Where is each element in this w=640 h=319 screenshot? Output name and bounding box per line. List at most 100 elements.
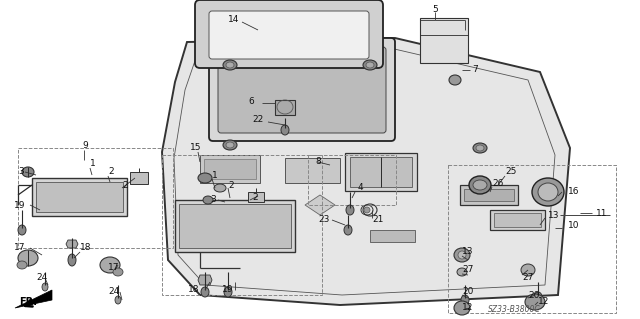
Text: 20: 20 [462, 287, 474, 296]
Ellipse shape [214, 184, 226, 192]
Text: 7: 7 [472, 65, 477, 75]
Text: 18: 18 [80, 243, 92, 253]
Bar [36, 182, 123, 212]
Text: 1: 1 [212, 170, 218, 180]
Polygon shape [275, 100, 295, 115]
Bar [200, 155, 260, 183]
Bar [420, 18, 468, 63]
Text: 26: 26 [492, 179, 504, 188]
Text: 2: 2 [252, 194, 258, 203]
Text: 24: 24 [36, 273, 47, 283]
FancyBboxPatch shape [209, 11, 369, 59]
Ellipse shape [458, 251, 466, 259]
Polygon shape [66, 240, 78, 248]
Bar [308, 155, 396, 205]
Ellipse shape [473, 180, 487, 190]
Ellipse shape [223, 60, 237, 70]
Ellipse shape [469, 176, 491, 194]
Bar [32, 178, 127, 216]
Polygon shape [15, 290, 52, 308]
Bar [248, 192, 264, 202]
Ellipse shape [473, 143, 487, 153]
Ellipse shape [532, 178, 564, 206]
Text: 11: 11 [596, 209, 607, 218]
Ellipse shape [18, 250, 38, 266]
Text: 13: 13 [462, 248, 474, 256]
Text: 17: 17 [108, 263, 120, 272]
Text: 12: 12 [462, 303, 474, 313]
Text: 18: 18 [188, 286, 200, 294]
Bar [179, 204, 291, 248]
Polygon shape [305, 195, 335, 215]
Text: SZ33-B3800C: SZ33-B3800C [488, 306, 541, 315]
Ellipse shape [363, 60, 377, 70]
Text: 22: 22 [252, 115, 263, 124]
Text: 3: 3 [210, 196, 216, 204]
Text: 12: 12 [538, 298, 549, 307]
Text: 27: 27 [522, 273, 533, 283]
Bar [370, 230, 415, 242]
Ellipse shape [224, 287, 232, 297]
Text: 20: 20 [528, 291, 540, 300]
Text: 27: 27 [462, 265, 474, 275]
Ellipse shape [42, 283, 48, 291]
Bar [204, 159, 256, 179]
Ellipse shape [17, 261, 27, 269]
Text: 13: 13 [548, 211, 559, 219]
Text: 2: 2 [122, 181, 127, 189]
Ellipse shape [521, 264, 535, 276]
Text: 15: 15 [190, 144, 202, 152]
FancyBboxPatch shape [218, 47, 386, 133]
Ellipse shape [525, 294, 545, 310]
Ellipse shape [534, 292, 542, 302]
Ellipse shape [454, 248, 470, 262]
Bar [285, 158, 340, 183]
Bar [460, 185, 518, 205]
Bar [18, 148, 173, 248]
Text: 19: 19 [222, 286, 234, 294]
Text: 19: 19 [14, 201, 26, 210]
Ellipse shape [113, 268, 123, 276]
Bar [130, 172, 148, 184]
Ellipse shape [226, 142, 234, 148]
Text: 10: 10 [568, 220, 579, 229]
Ellipse shape [366, 62, 374, 68]
Ellipse shape [68, 254, 76, 266]
Text: 14: 14 [228, 16, 239, 25]
Ellipse shape [346, 205, 354, 215]
Bar [448, 165, 616, 313]
Text: 8: 8 [315, 158, 321, 167]
Ellipse shape [538, 183, 558, 201]
Bar [162, 155, 322, 295]
Text: 25: 25 [505, 167, 516, 176]
Text: 4: 4 [358, 183, 364, 192]
Text: 16: 16 [568, 188, 579, 197]
Bar [350, 157, 412, 187]
Ellipse shape [344, 225, 352, 235]
Bar [345, 153, 417, 191]
Ellipse shape [100, 257, 120, 273]
Text: 21: 21 [372, 216, 383, 225]
Ellipse shape [449, 75, 461, 85]
Ellipse shape [22, 167, 34, 177]
Ellipse shape [461, 295, 469, 305]
Ellipse shape [281, 125, 289, 135]
FancyBboxPatch shape [195, 0, 383, 68]
Text: 24: 24 [108, 287, 119, 296]
Ellipse shape [223, 140, 237, 150]
Ellipse shape [18, 225, 26, 235]
Bar [490, 210, 545, 230]
Text: 3: 3 [18, 167, 24, 176]
Ellipse shape [226, 62, 234, 68]
Bar [494, 213, 541, 227]
Bar [464, 189, 514, 201]
Text: 5: 5 [432, 5, 438, 14]
Ellipse shape [457, 268, 467, 276]
Ellipse shape [203, 196, 213, 204]
Text: 17: 17 [14, 243, 26, 253]
Ellipse shape [476, 145, 484, 151]
Text: 9: 9 [82, 142, 88, 151]
Text: 6: 6 [248, 98, 253, 107]
Bar [175, 200, 295, 252]
Bar [195, 205, 235, 217]
